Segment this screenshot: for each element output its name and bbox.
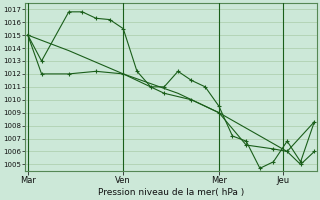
X-axis label: Pression niveau de la mer( hPa ): Pression niveau de la mer( hPa ) [98, 188, 244, 197]
